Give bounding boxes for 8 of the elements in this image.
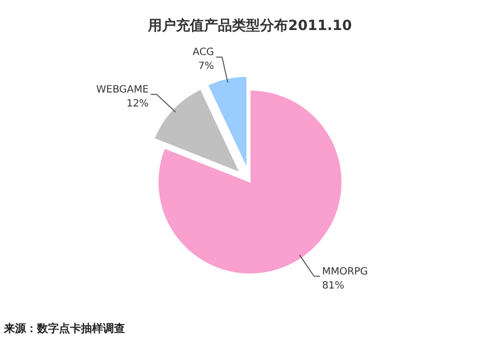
chart-title: 用户充值产品类型分布2011.10 (147, 17, 352, 34)
slice-label: MMORPG (322, 266, 368, 278)
slice-label: ACG (192, 47, 214, 58)
source-note: 来源：数字点卡抽样调查 (3, 322, 125, 335)
data-label: 7% (198, 61, 214, 72)
data-label: 12% (126, 98, 149, 110)
slice-label: WEBGAME (96, 84, 149, 96)
data-label: 81% (322, 280, 344, 292)
